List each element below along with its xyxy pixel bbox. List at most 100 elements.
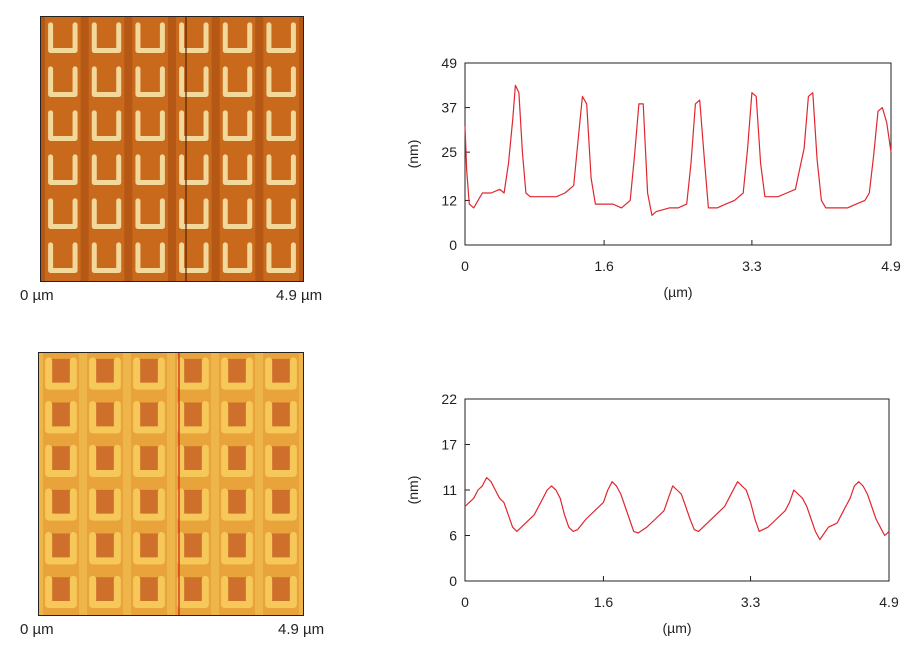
afm-u-marker (48, 22, 78, 53)
afm-ridge (123, 353, 131, 615)
scale-label-start-bottom: 0 µm (20, 621, 54, 638)
afm-cell-shadow (90, 446, 120, 476)
afm-u-marker (179, 66, 209, 97)
y-tick-label: 37 (441, 100, 457, 116)
y-tick-label: 49 (441, 55, 457, 71)
afm-cell-shadow (46, 402, 76, 432)
afm-cell-shadow (266, 358, 296, 389)
afm-u-marker (222, 110, 253, 141)
afm-cell-shadow (178, 533, 208, 563)
afm-cell-shadow (46, 533, 76, 563)
x-tick-label: 4.9 (881, 258, 901, 274)
afm-u-marker (266, 198, 296, 229)
afm-u-marker (265, 401, 297, 434)
afm-u-marker (266, 154, 296, 185)
y-tick-label: 6 (449, 528, 457, 544)
afm-u-marker (89, 444, 121, 478)
afm-u-marker (91, 22, 122, 53)
scale-label-end-top: 4.9 µm (276, 287, 323, 304)
afm-cell-shadow (178, 402, 208, 432)
afm-u-marker (177, 575, 209, 609)
afm-u-marker (266, 242, 296, 273)
afm-u-marker (91, 154, 122, 185)
afm-cell-shadow (178, 489, 208, 520)
afm-cell-shadow (90, 577, 120, 607)
afm-u-marker (48, 242, 78, 273)
x-axis-label: (µm) (662, 620, 691, 636)
afm-u-marker (266, 22, 296, 53)
afm-u-marker (89, 532, 121, 565)
afm-cell-shadow (222, 402, 252, 432)
afm-cell-shadow (134, 489, 164, 520)
afm-u-marker (135, 22, 165, 53)
afm-u-marker (135, 242, 165, 273)
afm-ridge (211, 353, 219, 615)
afm-cell-shadow (222, 358, 252, 389)
x-tick-label: 0 (461, 594, 469, 610)
afm-ridge (255, 353, 263, 615)
y-tick-label: 11 (442, 482, 457, 498)
afm-u-marker (91, 110, 122, 141)
scale-label-end-bottom: 4.9 µm (278, 621, 325, 638)
afm-u-marker (265, 444, 297, 478)
afm-u-marker (222, 22, 253, 53)
y-axis-label: (nm) (405, 476, 421, 505)
y-tick-label: 22 (441, 391, 457, 407)
afm-u-marker (177, 532, 209, 565)
afm-cell-shadow (46, 577, 76, 607)
afm-height-map-top (41, 17, 303, 281)
afm-u-marker (221, 532, 253, 565)
afm-cell-shadow (266, 577, 296, 607)
afm-u-marker (48, 198, 78, 229)
height-profile-chart-bottom: 0 6 11 17 22 0 1.6 3.3 4.9 (µm) (nm) (405, 391, 899, 636)
afm-cell-shadow (46, 446, 76, 476)
afm-ridge (299, 353, 303, 615)
afm-u-marker (265, 575, 297, 609)
afm-u-marker (135, 154, 165, 185)
afm-u-marker (177, 488, 209, 521)
afm-u-marker (91, 242, 122, 273)
afm-u-marker (179, 110, 209, 141)
afm-cell-shadow (222, 577, 252, 607)
afm-u-marker (177, 357, 209, 390)
y-tick-label: 17 (441, 437, 457, 453)
y-tick-label: 12 (441, 192, 457, 208)
afm-cell-shadow (90, 358, 120, 389)
afm-cell-shadow (90, 402, 120, 432)
afm-u-marker (48, 110, 78, 141)
afm-cell-shadow (178, 358, 208, 389)
afm-u-marker (133, 444, 165, 478)
afm-cell-shadow (134, 577, 164, 607)
afm-cell-shadow (266, 533, 296, 563)
afm-ridge (39, 353, 43, 615)
afm-u-marker (133, 532, 165, 565)
afm-u-marker (221, 357, 253, 390)
afm-ridge (167, 353, 175, 615)
scale-label-start-top: 0 µm (20, 287, 54, 304)
afm-image-bottom (38, 352, 304, 616)
afm-u-marker (265, 357, 297, 390)
afm-ridge (168, 17, 176, 281)
afm-cell-shadow (90, 489, 120, 520)
afm-ridge (255, 17, 264, 281)
afm-u-marker (265, 532, 297, 565)
afm-cell-shadow (266, 489, 296, 520)
afm-u-marker (45, 401, 77, 434)
afm-u-marker (221, 444, 253, 478)
afm-u-marker (45, 532, 77, 565)
afm-cell-shadow (46, 358, 76, 389)
afm-cell-shadow (178, 446, 208, 476)
afm-cell-shadow (134, 446, 164, 476)
afm-u-marker (135, 110, 165, 141)
afm-cell-shadow (90, 533, 120, 563)
afm-u-marker (45, 575, 77, 609)
x-tick-label: 0 (461, 258, 469, 274)
afm-cell-shadow (178, 577, 208, 607)
height-profile-line (464, 84, 892, 216)
x-tick-label: 3.3 (742, 258, 762, 274)
afm-u-marker (221, 401, 253, 434)
y-tick-label: 0 (449, 237, 457, 253)
afm-u-marker (222, 242, 253, 273)
afm-u-marker (179, 242, 209, 273)
afm-u-marker (89, 401, 121, 434)
